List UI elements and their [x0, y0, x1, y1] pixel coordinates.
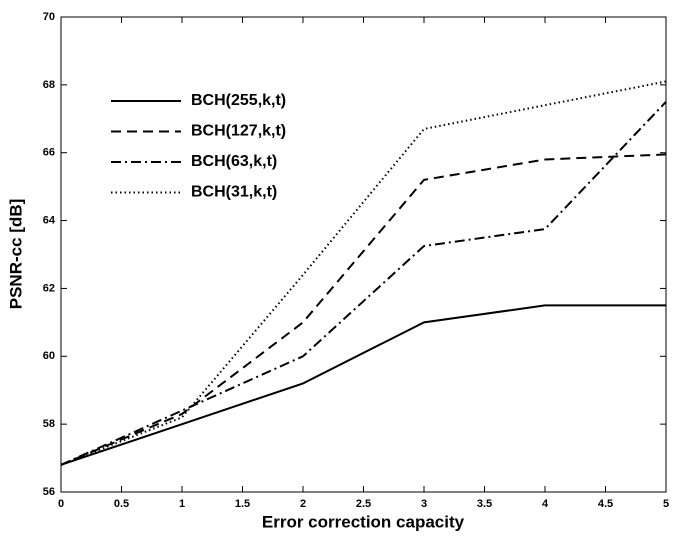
x-tick-label: 2.5: [356, 498, 371, 510]
x-tick-label: 1.5: [235, 498, 250, 510]
series-line: [60, 101, 667, 466]
y-tick-label: 64: [43, 214, 56, 226]
legend-label: BCH(31,k,t): [191, 184, 277, 201]
x-tick-label: 4: [542, 498, 549, 510]
y-axis-label: PSNR-cc [dB]: [6, 199, 25, 310]
y-tick-label: 66: [43, 147, 55, 159]
legend-label: BCH(255,k,t): [191, 92, 286, 109]
y-tick-label: 56: [43, 486, 55, 498]
x-tick-label: 0.5: [114, 498, 129, 510]
x-tick-label: 1: [179, 498, 185, 510]
x-tick-label: 3: [421, 498, 427, 510]
y-tick-label: 58: [43, 418, 55, 430]
legend-label: BCH(127,k,t): [191, 123, 286, 140]
plot-frame: [60, 16, 667, 493]
x-tick-label: 3.5: [477, 498, 492, 510]
x-axis-label: Error correction capacity: [262, 512, 465, 531]
y-tick-label: 68: [43, 79, 55, 91]
x-tick-label: 0: [58, 498, 64, 510]
y-tick-label: 62: [43, 282, 55, 294]
y-tick-label: 70: [43, 11, 55, 23]
legend-label: BCH(63,k,t): [191, 153, 277, 170]
x-tick-label: 2: [300, 498, 306, 510]
y-tick-label: 60: [43, 350, 55, 362]
x-tick-label: 5: [663, 498, 669, 510]
x-tick-label: 4.5: [598, 498, 613, 510]
series-line: [60, 80, 667, 466]
series-line: [60, 304, 666, 466]
series-line: [60, 153, 667, 466]
